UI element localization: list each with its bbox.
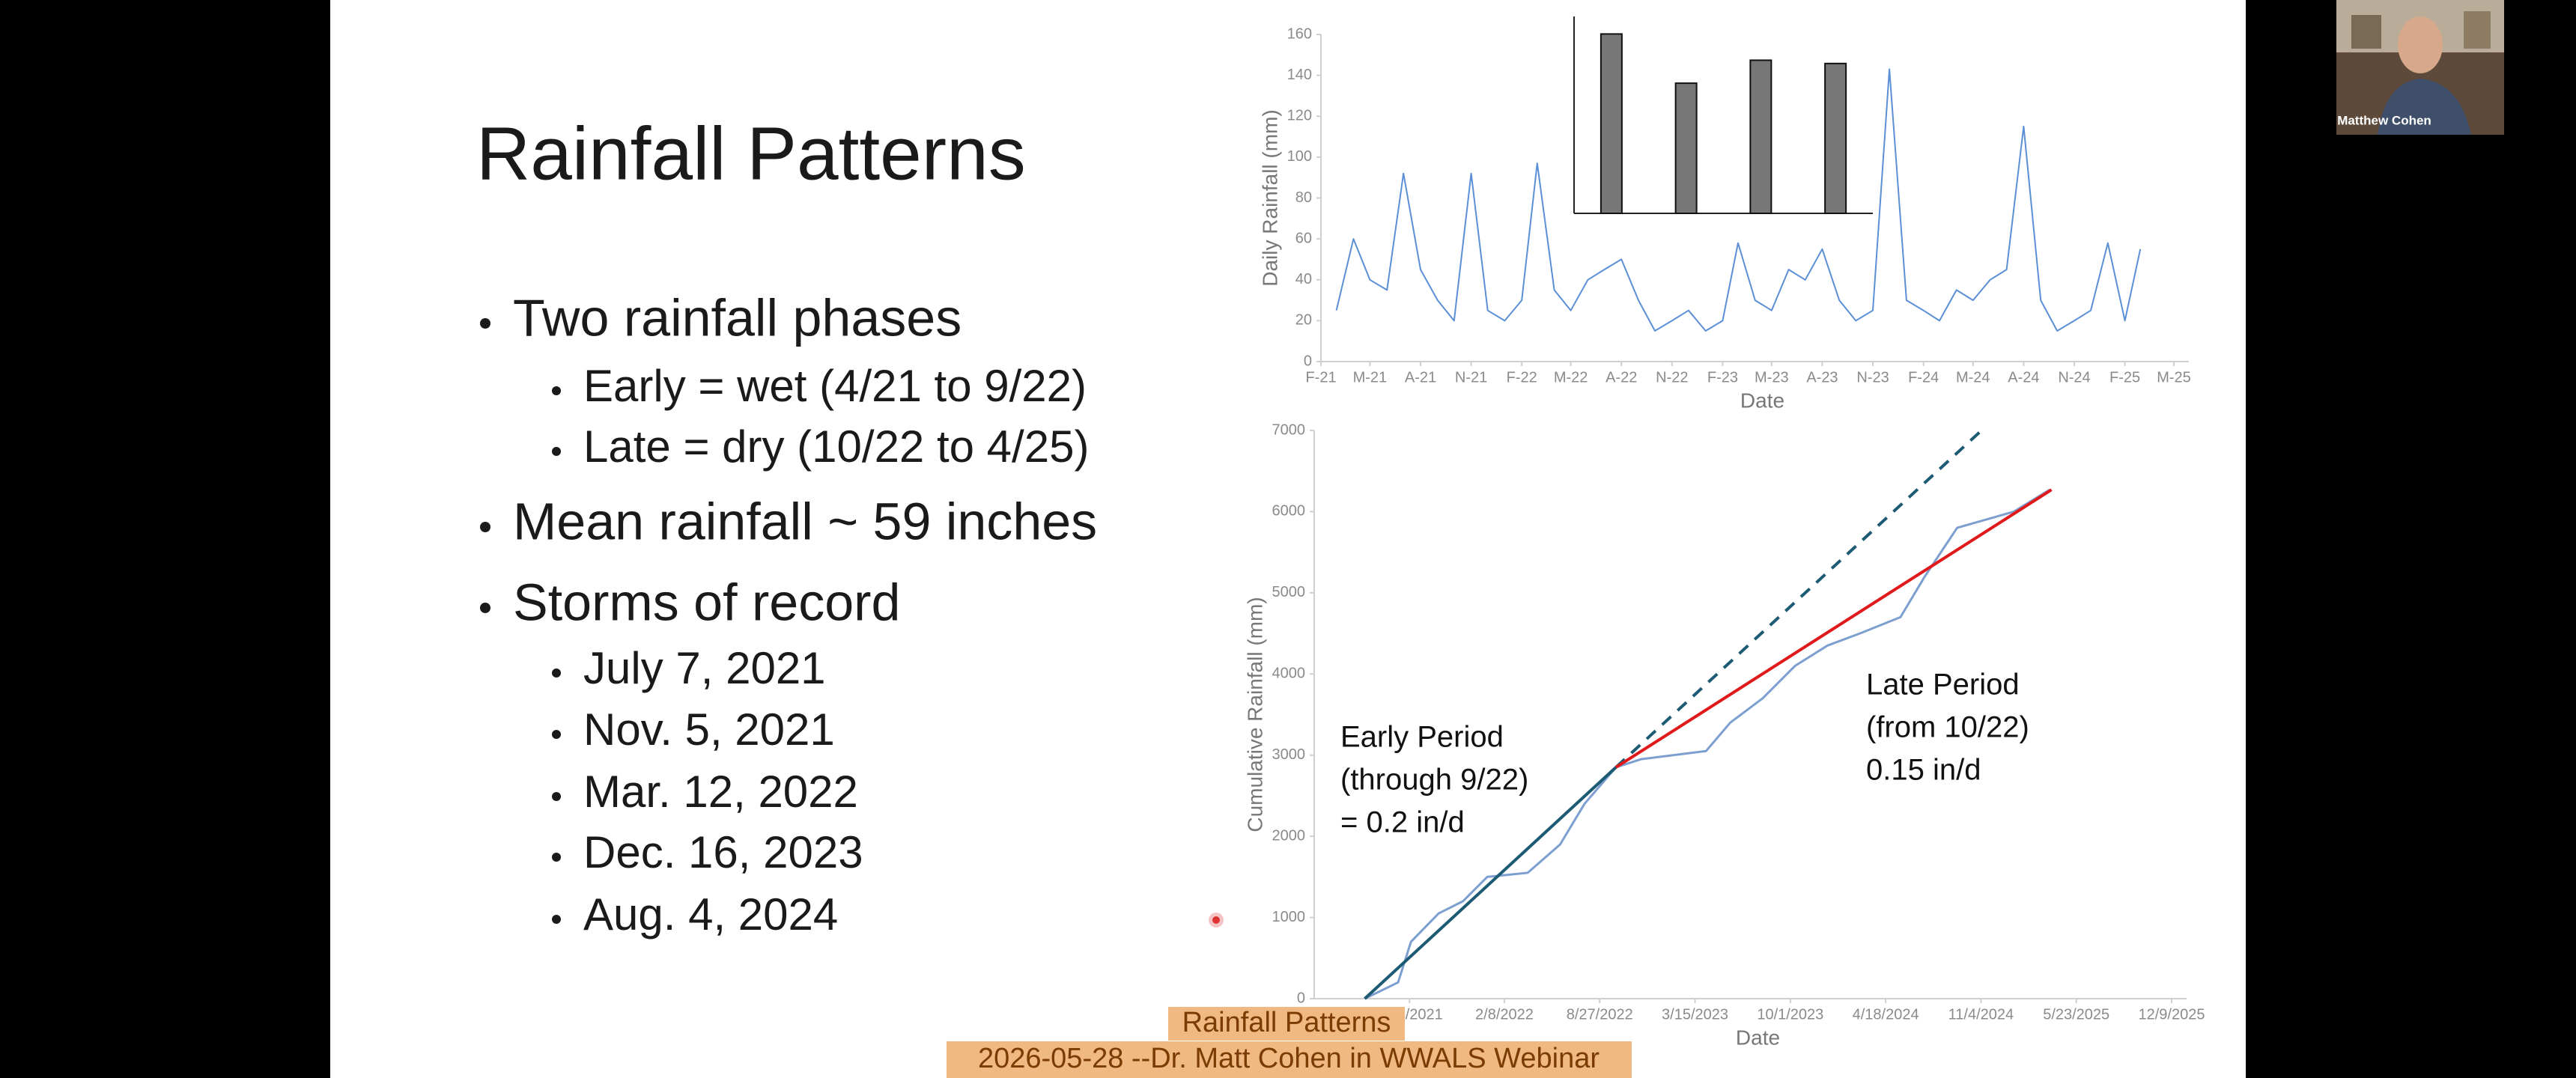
bullet: Mean rainfall ~ 59 inches — [513, 492, 1097, 550]
x-tick-label: F-24 — [1908, 369, 1939, 386]
bullet-dot — [552, 447, 561, 456]
y-tick-label: 7000 — [1272, 421, 1306, 438]
y-tick-label: 140 — [1287, 67, 1312, 83]
bullet-dot — [552, 386, 561, 395]
y-axis-label: Daily Rainfall (mm) — [1258, 109, 1281, 286]
x-tick-label: 3/15/2023 — [1662, 1006, 1728, 1023]
caption-box — [947, 1041, 1632, 1078]
x-tick-label: F-21 — [1305, 369, 1336, 386]
bullet-dot — [480, 603, 490, 613]
sub-bullet: Aug. 4, 2024 — [583, 889, 838, 940]
sub-bullet: Dec. 16, 2023 — [583, 827, 863, 877]
y-tick-label: 3000 — [1272, 746, 1306, 763]
bullet-dot — [552, 730, 561, 739]
bar — [1600, 33, 1623, 214]
y-tick-label: 40 — [1295, 271, 1312, 287]
webcam-picture — [2464, 11, 2491, 49]
bullet-dot — [480, 522, 490, 532]
y-tick-label: 5000 — [1272, 584, 1306, 600]
sub-bullet: Nov. 5, 2021 — [583, 704, 835, 755]
y-axis-label: Cumulative Rainfall (mm) — [1243, 597, 1266, 832]
x-tick-label: A-24 — [2008, 369, 2039, 386]
bullet: Storms of record — [513, 573, 900, 631]
annotation: (from 10/22) — [1866, 711, 2029, 744]
y-tick-label: 0 — [1304, 353, 1312, 369]
x-tick-label: M-21 — [1353, 369, 1388, 386]
cursor-dot — [1212, 916, 1220, 924]
annotation: = 0.2 in/d — [1340, 806, 1465, 839]
x-tick-label: A-21 — [1405, 369, 1436, 386]
annotation: Early Period — [1340, 721, 1504, 754]
x-tick-label: 4/18/2024 — [1853, 1006, 1919, 1023]
bullet-dot — [552, 915, 561, 924]
x-tick-label: M-22 — [1554, 369, 1588, 386]
bar — [1674, 82, 1698, 214]
x-tick-label: F-23 — [1707, 369, 1738, 386]
x-tick-label: A-22 — [1606, 369, 1637, 386]
y-tick-label: 100 — [1287, 148, 1312, 165]
webcam-name: Matthew Cohen — [2337, 113, 2431, 127]
x-tick-label: N-23 — [1856, 369, 1889, 386]
sub-bullet: July 7, 2021 — [583, 643, 826, 693]
bar — [1824, 62, 1847, 214]
x-tick-label: M-24 — [1956, 369, 1990, 386]
bullet-dot — [552, 853, 561, 862]
x-tick-label: N-21 — [1455, 369, 1487, 386]
x-tick-label: 2/8/2022 — [1475, 1006, 1534, 1023]
x-tick-label: 8/27/2022 — [1567, 1006, 1633, 1023]
y-tick-label: 1000 — [1272, 909, 1306, 925]
caption: 2026-05-28 --Dr. Matt Cohen in WWALS Web… — [978, 1043, 1600, 1074]
y-tick-label: 80 — [1295, 189, 1312, 206]
webcam-shirt — [2378, 79, 2471, 135]
x-tick-label: M-25 — [2157, 369, 2191, 386]
caption-box — [1168, 1007, 1405, 1041]
bullet-dot — [480, 318, 490, 329]
y-tick-label: 20 — [1295, 312, 1312, 329]
x-tick-label: M-23 — [1755, 369, 1789, 386]
bar — [1749, 59, 1772, 214]
caption: Rainfall Patterns — [1182, 1007, 1391, 1038]
annotation: (through 9/22) — [1340, 764, 1528, 797]
line-series — [1335, 68, 2142, 332]
x-tick-label: 12/9/2025 — [2139, 1006, 2205, 1023]
x-axis-label: Date — [1740, 389, 1784, 412]
bullet-dot — [552, 669, 561, 677]
y-tick-label: 2000 — [1272, 827, 1306, 844]
sub-bullet: Early = wet (4/21 to 9/22) — [583, 361, 1087, 411]
y-tick-label: 60 — [1295, 230, 1312, 246]
line-series — [1364, 766, 1617, 1000]
x-tick-label: A-23 — [1806, 369, 1838, 386]
x-tick-label: N-24 — [2058, 369, 2090, 386]
slide — [330, 0, 2246, 1078]
y-tick-label: 120 — [1287, 108, 1312, 124]
x-tick-label: 5/23/2025 — [2043, 1006, 2109, 1023]
captions: Rainfall Patterns 2026-05-28 --Dr. Matt … — [947, 1007, 1632, 1078]
x-tick-label: F-25 — [2109, 369, 2140, 386]
x-axis-label: Date — [1736, 1026, 1780, 1049]
line-series — [1614, 488, 2053, 769]
x-tick-label: 11/4/2024 — [1948, 1006, 2014, 1023]
x-tick-label: F-22 — [1507, 369, 1537, 386]
sub-bullet: Late = dry (10/22 to 4/25) — [583, 421, 1089, 472]
cursor — [1209, 913, 1224, 928]
webcam-picture — [2351, 15, 2381, 49]
webcam: Matthew Cohen — [2336, 0, 2504, 135]
annotation: 0.15 in/d — [1866, 754, 1981, 787]
annotation: Late Period — [1866, 669, 2020, 701]
bullet: Two rainfall phases — [513, 288, 962, 347]
y-tick-label: 0 — [1297, 990, 1305, 1006]
bullet-dot — [552, 792, 561, 801]
x-tick-label: 10/1/2023 — [1757, 1006, 1823, 1023]
y-tick-label: 6000 — [1272, 503, 1306, 520]
sub-bullet: Mar. 12, 2022 — [583, 767, 858, 817]
x-tick-label: N-22 — [1656, 369, 1688, 386]
webcam-face — [2398, 16, 2443, 73]
slide-title: Rainfall Patterns — [476, 112, 1026, 195]
y-tick-label: 160 — [1287, 25, 1312, 42]
y-tick-label: 4000 — [1272, 666, 1306, 682]
line-series — [1364, 488, 2050, 1000]
